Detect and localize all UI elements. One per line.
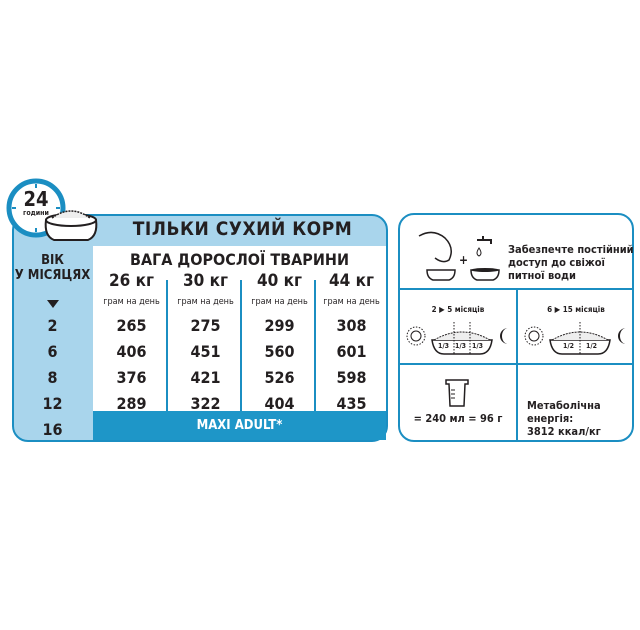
clock-unit: години [23,209,49,217]
energy-value: 3812 ккал/кг [527,425,601,438]
column-divider [166,280,168,411]
table-cell: 421 [190,368,221,387]
sun-icon [406,326,426,346]
age-header-line: У МІСЯЦЯХ [14,268,91,283]
arrow-down-icon [47,300,59,308]
measuring-cup-icon [445,379,469,407]
divider [516,288,518,442]
energy-label: Метаболічна енергія: [527,399,601,425]
table-cell: 598 [336,368,367,387]
water-text-line: доступ до свіжої [508,256,605,269]
table-body [93,246,386,411]
row-age: 6 [47,342,58,361]
clock-bowl-icon [6,178,98,241]
water-text-line: питної води [508,269,576,282]
table-cell: 601 [336,342,367,361]
energy-text: Метаболічна енергія: 3812 ккал/кг [527,399,640,438]
table-cell: 376 [116,368,147,387]
table-cell: 526 [264,368,295,387]
column-unit: грам на день [177,297,234,307]
page-title: ТІЛЬКИ СУХИЙ КОРМ [132,218,353,240]
cup-measure: = 240 мл = 96 г [413,412,503,425]
column-header: 44 кг грам на день [315,271,388,307]
age-header-line: ВІК [41,253,64,268]
moon-icon [618,328,626,344]
bowl-two-meals-icon [524,322,626,355]
column-unit: грам на день [323,297,380,307]
row-age: 12 [42,394,63,413]
table-cell: 404 [264,394,295,413]
dog-water-icon: + [418,231,500,281]
water-text-line: Забезпечте постійний [508,243,634,256]
meal-range: 2 ▶ 5 місяців [431,305,485,314]
column-header: 30 кг грам на день [169,271,242,307]
column-weight: 30 кг [183,271,228,291]
fraction: 1/2 [586,342,598,350]
table-cell: 560 [264,342,295,361]
table-cell: 265 [116,316,147,335]
weight-header: ВАГА ДОРОСЛОЇ ТВАРИНИ [130,250,349,269]
fraction: 1/2 [563,342,575,350]
sun-icon [524,326,544,346]
transition-bar: MAXI ADULT* [93,411,386,440]
age-header: ВІК У МІСЯЦЯХ [12,253,93,283]
column-divider [314,280,316,411]
meal-range: 6 ▶ 15 місяців [547,305,605,314]
column-weight: 26 кг [109,271,154,291]
table-cell: 289 [116,394,147,413]
table-cell: 308 [336,316,367,335]
column-unit: грам на день [103,297,160,307]
table-cell: 322 [190,394,221,413]
column-weight: 40 кг [257,271,302,291]
column-unit: грам на день [251,297,308,307]
fraction: 1/3 [438,342,450,350]
water-text: Забезпечте постійний доступ до свіжої питн… [508,243,634,282]
clock-number: 24 [23,187,49,211]
row-age: 8 [47,368,58,387]
table-cell: 299 [264,316,295,335]
fraction: 1/3 [455,342,467,350]
column-header: 26 кг грам на день [95,271,168,307]
table-cell: 451 [190,342,221,361]
column-divider [240,280,242,411]
column-header: 40 кг грам на день [243,271,316,307]
bowl-three-meals-icon [406,322,508,355]
table-cell: 406 [116,342,147,361]
row-age: 16 [42,420,63,439]
moon-icon [500,328,508,344]
column-weight: 44 кг [329,271,374,291]
fraction: 1/3 [472,342,484,350]
row-age: 2 [47,316,58,335]
svg-text:+: + [459,253,468,267]
table-cell: 275 [190,316,221,335]
table-cell: 435 [336,394,367,413]
